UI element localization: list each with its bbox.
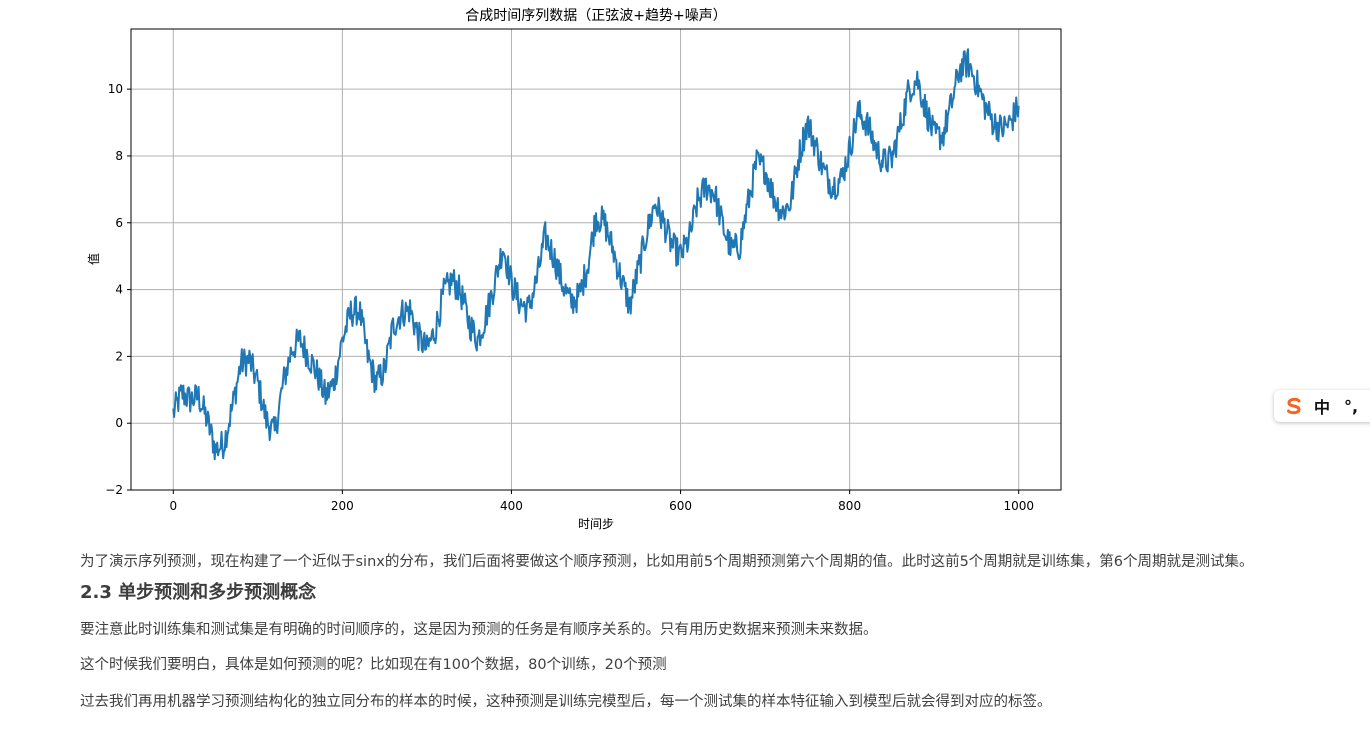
paragraph-3: 过去我们再用机器学习预测结构化的独立同分布的样本的时候，这种预测是训练完模型后，… — [80, 694, 1052, 710]
intro-paragraph: 为了演示序列预测，现在构建了一个近似于sinx的分布，我们后面将要做这个顺序预测… — [80, 554, 1254, 570]
ime-language-indicator[interactable]: 中 — [1314, 398, 1331, 417]
y-tick-label: 6 — [115, 216, 123, 230]
y-tick-label: 4 — [115, 283, 123, 297]
sogou-s-icon[interactable] — [1284, 396, 1304, 416]
x-tick-label: 200 — [331, 499, 354, 513]
paragraph-2: 这个时候我们要明白，具体是如何预测的呢？比如现在有100个数据，80个训练，20… — [80, 657, 667, 673]
x-axis-ticks: 0 200 400 600 800 1000 — [169, 490, 1034, 513]
x-tick-label: 0 — [169, 499, 177, 513]
x-tick-label: 400 — [500, 499, 523, 513]
y-axis-label: 值 — [86, 253, 101, 265]
section-heading: 2.3 单步预测和多步预测概念 — [80, 582, 317, 603]
x-tick-label: 800 — [838, 499, 861, 513]
series-line — [172, 48, 1020, 461]
x-axis-label: 时间步 — [578, 517, 614, 531]
y-axis-ticks: −2 0 2 4 6 8 10 — [105, 82, 131, 497]
ime-punctuation-indicator[interactable]: °, — [1344, 396, 1359, 416]
y-tick-label: 0 — [115, 416, 123, 430]
plot-frame — [130, 28, 1062, 491]
line-chart: 合成时间序列数据（正弦波+趋势+噪声） 0 200 400 600 800 1000 −2… — [86, 8, 1062, 531]
y-tick-label: 8 — [115, 149, 123, 163]
y-tick-label: 10 — [108, 82, 123, 96]
y-tick-label: 2 — [115, 349, 123, 363]
article-body: 为了演示序列预测，现在构建了一个近似于sinx的分布，我们后面将要做这个顺序预测… — [80, 552, 1370, 712]
y-tick-label: −2 — [105, 483, 123, 497]
x-tick-label: 600 — [669, 499, 692, 513]
x-tick-label: 1000 — [1003, 499, 1034, 513]
chart-title: 合成时间序列数据（正弦波+趋势+噪声） — [465, 8, 726, 24]
ime-toolbar[interactable]: 中 °, — [1274, 390, 1370, 422]
paragraph-1: 要注意此时训练集和测试集是有明确的时间顺序的，这是因为预测的任务是有顺序关系的。… — [80, 622, 878, 638]
